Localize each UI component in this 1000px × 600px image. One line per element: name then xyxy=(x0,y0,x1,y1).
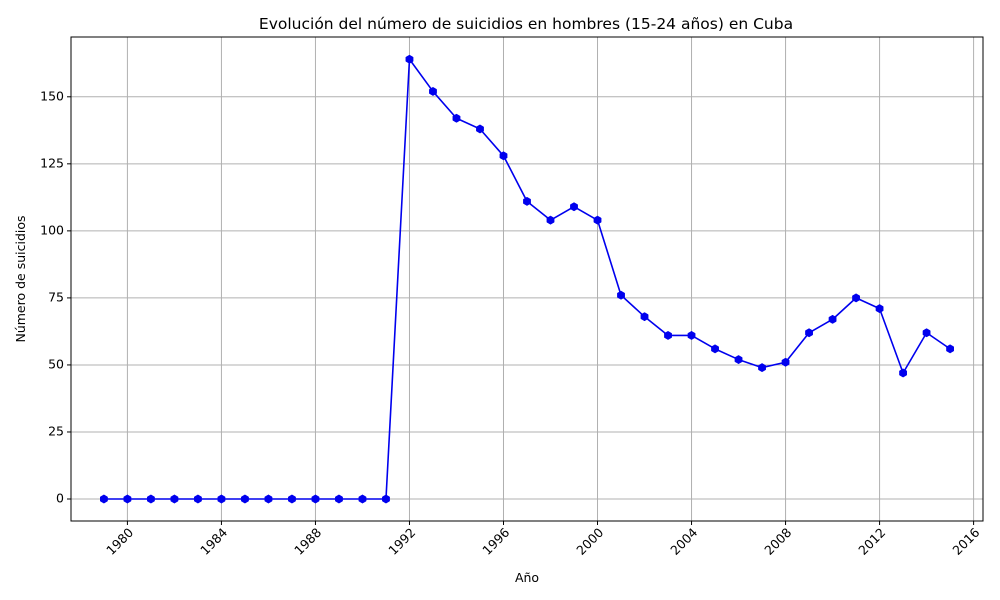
data-point xyxy=(335,494,343,504)
y-tick-label: 150 xyxy=(40,88,64,103)
data-point xyxy=(382,494,390,504)
data-point xyxy=(499,151,508,161)
y-tick-label: 0 xyxy=(56,491,64,506)
data-point xyxy=(217,494,226,504)
data-point xyxy=(170,494,179,504)
data-point xyxy=(147,494,155,504)
data-point xyxy=(405,54,414,64)
data-point xyxy=(805,328,813,338)
data-point xyxy=(241,494,249,504)
data-point xyxy=(875,304,884,314)
y-axis-ticks: 0 25 50 75 100 125 150 xyxy=(40,88,71,506)
plot-frame xyxy=(70,36,984,522)
data-point xyxy=(922,328,931,338)
data-point xyxy=(358,494,367,504)
data-point xyxy=(852,293,860,303)
data-point xyxy=(617,290,625,300)
data-point xyxy=(593,215,602,225)
data-point xyxy=(828,314,837,324)
data-point xyxy=(946,344,954,354)
y-tick-label: 75 xyxy=(48,289,64,304)
data-point xyxy=(734,355,743,365)
data-point xyxy=(640,312,649,322)
data-point xyxy=(194,494,202,504)
data-point xyxy=(264,494,273,504)
data-point xyxy=(546,215,555,225)
data-point xyxy=(899,368,907,378)
y-axis-label: Número de suicidios xyxy=(13,215,28,342)
data-point xyxy=(687,330,696,340)
data-point xyxy=(476,124,484,134)
data-point xyxy=(781,357,790,367)
series-markers xyxy=(100,54,954,504)
chart-title: Evolución del número de suicidios en hom… xyxy=(259,15,793,33)
data-point xyxy=(100,494,108,504)
data-point xyxy=(123,494,132,504)
y-tick-label: 50 xyxy=(48,356,64,371)
data-point xyxy=(452,113,461,123)
data-point xyxy=(758,363,766,373)
data-point xyxy=(429,86,437,96)
data-point xyxy=(711,344,719,354)
data-point xyxy=(570,202,578,212)
y-tick-label: 100 xyxy=(40,222,64,237)
x-axis-label: Año xyxy=(515,570,539,585)
y-tick-label: 25 xyxy=(48,423,64,438)
data-point xyxy=(311,494,320,504)
data-point xyxy=(288,494,296,504)
data-point xyxy=(523,196,531,206)
y-tick-label: 125 xyxy=(40,155,64,170)
data-point xyxy=(664,330,672,340)
